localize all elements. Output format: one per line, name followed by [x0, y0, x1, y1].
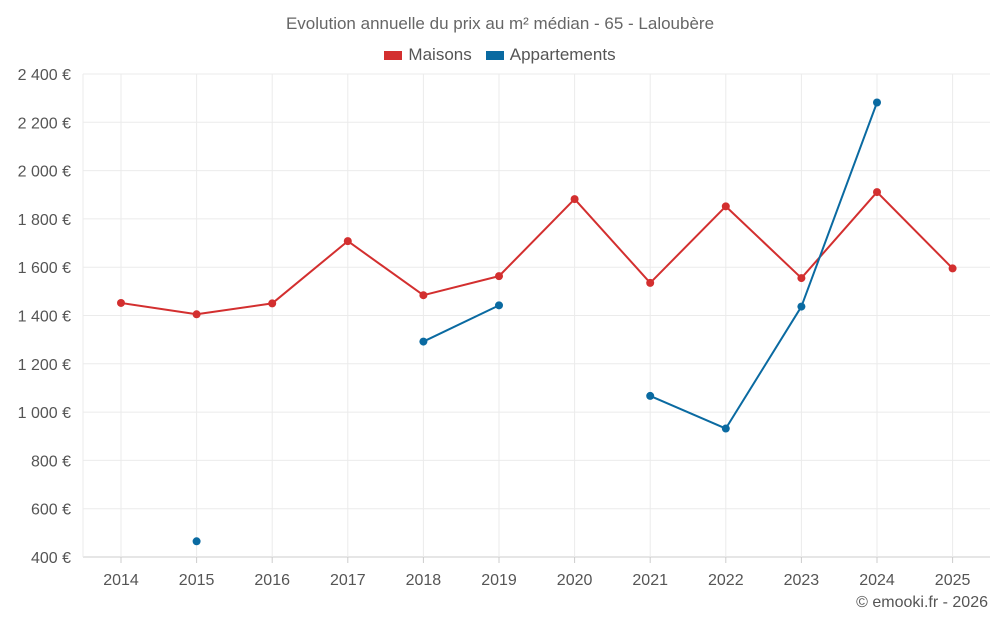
copyright-text: © emooki.fr - 2026 — [856, 594, 988, 611]
x-tick-label: 2015 — [179, 572, 215, 589]
y-tick-label: 600 € — [31, 502, 71, 519]
x-tick-label: 2021 — [632, 572, 668, 589]
x-tick-label: 2016 — [254, 572, 290, 589]
legend-swatch-maisons — [384, 50, 403, 60]
legend-label-appartements: Appartements — [509, 45, 616, 64]
x-tick-label: 2022 — [708, 572, 744, 589]
data-point-maisons — [343, 237, 352, 246]
x-tick-label: 2025 — [935, 572, 971, 589]
data-point-maisons — [570, 195, 579, 204]
data-point-maisons — [495, 272, 503, 281]
data-point-appartements — [797, 302, 806, 311]
y-tick-label: 1 600 € — [18, 260, 71, 277]
y-tick-label: 2 400 € — [18, 67, 71, 84]
y-tick-label: 1 000 € — [18, 405, 71, 422]
y-tick-label: 2 200 € — [18, 115, 71, 132]
data-point-maisons — [646, 278, 655, 287]
data-point-maisons — [192, 310, 201, 319]
series-line-appartements — [649, 102, 878, 430]
x-tick-label: 2017 — [330, 572, 366, 589]
data-point-maisons — [268, 299, 277, 308]
legend-item-appartements[interactable]: Appartements — [485, 45, 616, 65]
x-tick-label: 2014 — [103, 572, 139, 589]
legend-label-maisons: Maisons — [408, 45, 472, 64]
y-tick-label: 1 200 € — [18, 357, 71, 374]
data-point-maisons — [948, 264, 957, 273]
data-point-appartements — [873, 98, 881, 107]
data-point-maisons — [721, 202, 730, 211]
legend-swatch-appartements — [485, 50, 504, 60]
data-point-appartements — [192, 537, 201, 546]
chart-title: Evolution annuelle du prix au m² médian … — [285, 14, 715, 33]
data-point-maisons — [797, 274, 806, 283]
y-tick-label: 1 400 € — [18, 309, 71, 326]
x-tick-label: 2019 — [481, 572, 517, 589]
x-tick-label: 2023 — [784, 572, 820, 589]
data-point-maisons — [419, 291, 428, 300]
data-point-maisons — [117, 298, 125, 307]
y-tick-label: 400 € — [31, 550, 71, 567]
data-point-appartements — [721, 424, 730, 433]
data-point-appartements — [419, 337, 428, 346]
data-point-maisons — [873, 188, 881, 197]
legend-item-maisons[interactable]: Maisons — [384, 45, 472, 65]
series-line-maisons — [120, 191, 954, 316]
x-tick-label: 2018 — [406, 572, 442, 589]
y-tick-label: 1 800 € — [18, 212, 71, 229]
legend: Maisons Appartements — [0, 45, 1000, 65]
y-tick-label: 800 € — [31, 453, 71, 470]
y-tick-label: 2 000 € — [18, 164, 71, 181]
series-line-appartements — [422, 304, 500, 343]
x-tick-label: 2020 — [557, 572, 593, 589]
data-point-appartements — [646, 391, 655, 400]
x-tick-label: 2024 — [859, 572, 895, 589]
data-point-appartements — [495, 301, 503, 310]
